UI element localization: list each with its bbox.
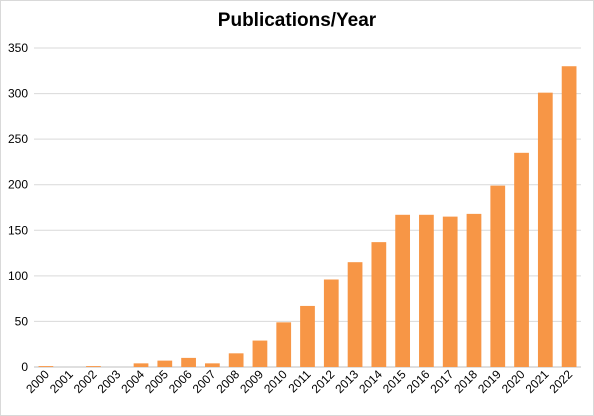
x-tick-label: 2012 bbox=[309, 367, 338, 396]
x-tick-label: 2015 bbox=[380, 367, 409, 396]
x-tick-label: 2003 bbox=[95, 367, 124, 396]
x-tick-label: 2001 bbox=[47, 367, 76, 396]
x-tick-label: 2005 bbox=[142, 367, 171, 396]
bar bbox=[395, 214, 411, 367]
x-tick-label: 2021 bbox=[523, 367, 552, 396]
x-tick-label: 2007 bbox=[190, 367, 219, 396]
bar bbox=[276, 322, 292, 367]
y-tick-label: 250 bbox=[8, 132, 28, 146]
x-tick-label: 2014 bbox=[356, 367, 385, 396]
bar bbox=[228, 353, 244, 367]
y-tick-label: 350 bbox=[8, 41, 28, 55]
bar bbox=[466, 213, 482, 367]
x-tick-label: 2006 bbox=[166, 367, 195, 396]
bar bbox=[561, 66, 577, 367]
y-tick-label: 300 bbox=[8, 87, 28, 101]
x-tick-label: 2019 bbox=[475, 367, 504, 396]
x-tick-label: 2002 bbox=[71, 367, 100, 396]
bar bbox=[442, 216, 458, 367]
x-tick-label: 2020 bbox=[499, 367, 528, 396]
bar bbox=[204, 363, 220, 367]
bar bbox=[252, 340, 268, 367]
x-tick-label: 2010 bbox=[261, 367, 290, 396]
y-tick-label: 50 bbox=[15, 314, 29, 328]
y-tick-label: 0 bbox=[21, 360, 28, 374]
bar bbox=[38, 366, 54, 367]
y-tick-label: 100 bbox=[8, 269, 28, 283]
bar bbox=[86, 366, 101, 367]
bar bbox=[157, 360, 173, 367]
x-tick-label: 2017 bbox=[428, 367, 457, 396]
x-tick-label: 2008 bbox=[213, 367, 242, 396]
bar bbox=[323, 279, 339, 367]
x-tick-label: 2011 bbox=[285, 367, 313, 395]
y-tick-label: 150 bbox=[8, 223, 28, 237]
bar bbox=[347, 262, 363, 367]
bar bbox=[181, 357, 196, 367]
x-tick-label: 2022 bbox=[546, 367, 575, 396]
bar bbox=[514, 152, 529, 367]
bar bbox=[490, 185, 506, 367]
x-tick-label: 2018 bbox=[451, 367, 480, 396]
bar bbox=[537, 92, 553, 367]
x-tick-label: 2004 bbox=[118, 367, 147, 396]
x-tick-label: 2009 bbox=[237, 367, 266, 396]
x-tick-label: 2016 bbox=[404, 367, 433, 396]
x-tick-label: 2013 bbox=[332, 367, 361, 396]
bar bbox=[133, 363, 149, 367]
bar bbox=[371, 242, 387, 367]
bar bbox=[300, 305, 315, 367]
y-tick-label: 200 bbox=[8, 178, 28, 192]
bar bbox=[419, 214, 434, 367]
chart-title: Publications/Year bbox=[217, 10, 377, 31]
